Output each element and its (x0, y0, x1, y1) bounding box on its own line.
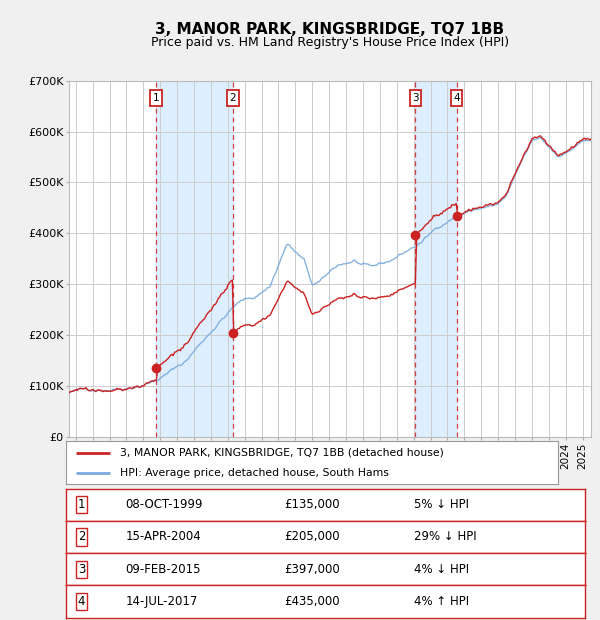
Text: 4: 4 (453, 93, 460, 103)
Text: HPI: Average price, detached house, South Hams: HPI: Average price, detached house, Sout… (120, 468, 389, 478)
Text: 1: 1 (78, 498, 85, 511)
Text: 14-JUL-2017: 14-JUL-2017 (125, 595, 198, 608)
Bar (415, 81, 457, 437)
Text: £397,000: £397,000 (284, 563, 340, 575)
Text: 29% ↓ HPI: 29% ↓ HPI (414, 531, 476, 543)
Text: £135,000: £135,000 (284, 498, 340, 511)
Text: 3: 3 (78, 563, 85, 575)
Text: 5% ↓ HPI: 5% ↓ HPI (414, 498, 469, 511)
Text: 2: 2 (229, 93, 236, 103)
Text: £205,000: £205,000 (284, 531, 340, 543)
Text: 1: 1 (153, 93, 160, 103)
Text: 4% ↓ HPI: 4% ↓ HPI (414, 563, 469, 575)
Text: Price paid vs. HM Land Registry's House Price Index (HPI): Price paid vs. HM Land Registry's House … (151, 36, 509, 49)
Text: 4: 4 (78, 595, 85, 608)
Text: 2: 2 (78, 531, 85, 543)
Text: 3, MANOR PARK, KINGSBRIDGE, TQ7 1BB: 3, MANOR PARK, KINGSBRIDGE, TQ7 1BB (155, 22, 505, 37)
Text: 4% ↑ HPI: 4% ↑ HPI (414, 595, 469, 608)
Text: 09-FEB-2015: 09-FEB-2015 (125, 563, 201, 575)
Text: 15-APR-2004: 15-APR-2004 (125, 531, 202, 543)
Text: £435,000: £435,000 (284, 595, 340, 608)
Text: 3: 3 (412, 93, 419, 103)
Text: 3, MANOR PARK, KINGSBRIDGE, TQ7 1BB (detached house): 3, MANOR PARK, KINGSBRIDGE, TQ7 1BB (det… (120, 448, 444, 458)
Text: 08-OCT-1999: 08-OCT-1999 (125, 498, 203, 511)
Bar (157, 81, 233, 437)
